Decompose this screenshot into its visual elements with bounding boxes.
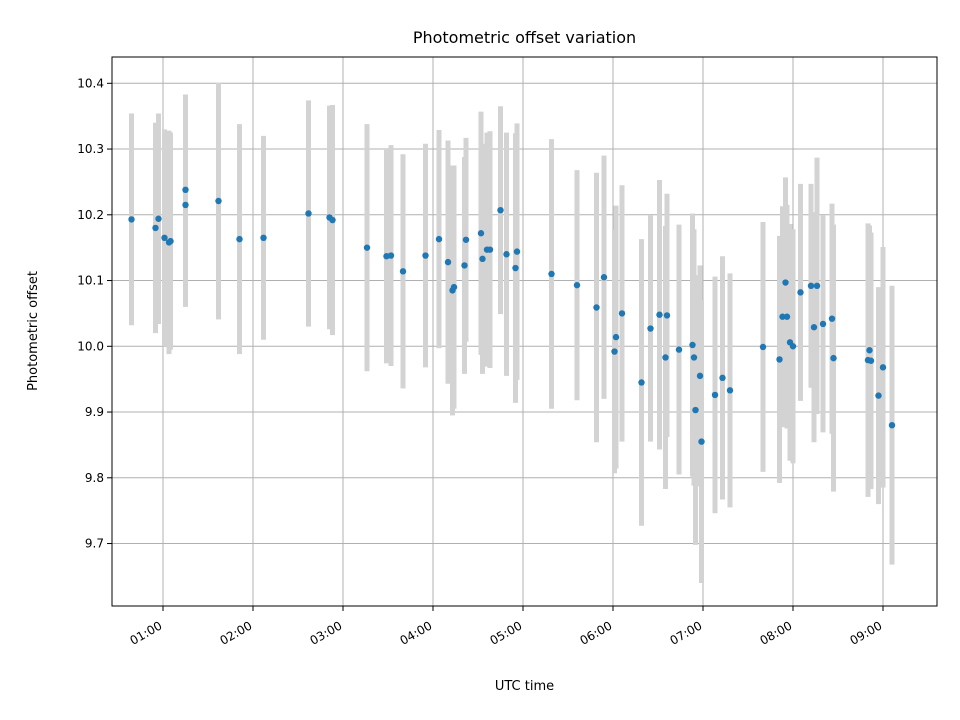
y-tick-label: 10.4 [77, 76, 104, 90]
y-tick-label: 10.2 [77, 208, 104, 222]
data-point [611, 348, 618, 355]
data-point [810, 324, 818, 331]
data-point [600, 274, 608, 281]
grid [112, 57, 937, 606]
data-point [759, 343, 767, 351]
data-point [647, 325, 654, 332]
data-point [435, 235, 443, 243]
y-tick-label: 10.1 [77, 274, 104, 288]
x-axis-label: UTC time [495, 679, 554, 694]
data-point [182, 186, 189, 194]
data-point [830, 354, 837, 362]
data-point [783, 313, 791, 320]
data-point [866, 347, 873, 354]
data-point [875, 392, 882, 399]
plot-frame [111, 56, 938, 607]
data-point [260, 234, 267, 242]
data-point [155, 215, 162, 222]
data-point [399, 268, 407, 275]
data-point [663, 312, 671, 319]
data-point [690, 354, 698, 361]
data-point [167, 237, 174, 245]
data-point [612, 333, 620, 341]
data-point [662, 354, 669, 361]
data-point [726, 387, 734, 394]
data-point [656, 311, 663, 318]
y-tick-label: 9.7 [85, 537, 104, 551]
data-point [215, 197, 222, 205]
data-point [503, 251, 510, 258]
data-point [182, 201, 189, 209]
data-point [779, 313, 786, 320]
y-tick-label: 9.9 [85, 405, 104, 419]
data-point [513, 248, 521, 255]
data-point [497, 206, 504, 214]
data-point [789, 343, 797, 350]
data-point [867, 357, 875, 364]
data-point [675, 346, 683, 353]
data-point [698, 438, 705, 445]
data-point [152, 224, 159, 232]
data-point [477, 230, 485, 237]
data-point [128, 216, 135, 223]
y-tick-label: 10.3 [77, 142, 104, 156]
data-point [461, 262, 468, 269]
data-point [888, 421, 896, 429]
y-tick-label: 10.0 [77, 339, 104, 353]
data-points [128, 186, 896, 445]
y-axis-ticks: 9.7 9.8 9.9 10.0 10.1 10.2 10.3 10.4 [77, 76, 112, 551]
data-point [692, 406, 699, 414]
data-point [422, 252, 429, 259]
data-point [462, 236, 470, 243]
data-point [807, 282, 815, 290]
data-point [797, 289, 804, 296]
data-point [776, 356, 783, 363]
data-point [486, 246, 494, 253]
data-point [828, 315, 836, 322]
data-point [689, 341, 696, 349]
data-point [444, 258, 452, 266]
data-point [548, 270, 555, 278]
data-point [782, 279, 789, 286]
data-point [813, 282, 821, 290]
data-point [305, 210, 312, 217]
data-point [363, 244, 371, 251]
data-point [696, 372, 704, 380]
data-point [638, 379, 645, 386]
data-point [879, 364, 887, 371]
data-point [479, 255, 486, 263]
data-point [819, 320, 827, 328]
data-point [236, 235, 243, 243]
data-point [450, 283, 458, 291]
data-point [161, 234, 168, 242]
chart-title: Photometric offset variation [413, 28, 636, 47]
y-tick-label: 9.8 [85, 471, 104, 485]
data-point [329, 216, 336, 224]
data-point [387, 252, 395, 259]
data-point [593, 304, 600, 311]
data-point [512, 264, 519, 272]
data-point [711, 391, 719, 399]
data-point [573, 281, 581, 289]
data-point [618, 310, 626, 317]
data-point [719, 374, 726, 382]
y-axis-label: Photometric offset [26, 271, 41, 391]
